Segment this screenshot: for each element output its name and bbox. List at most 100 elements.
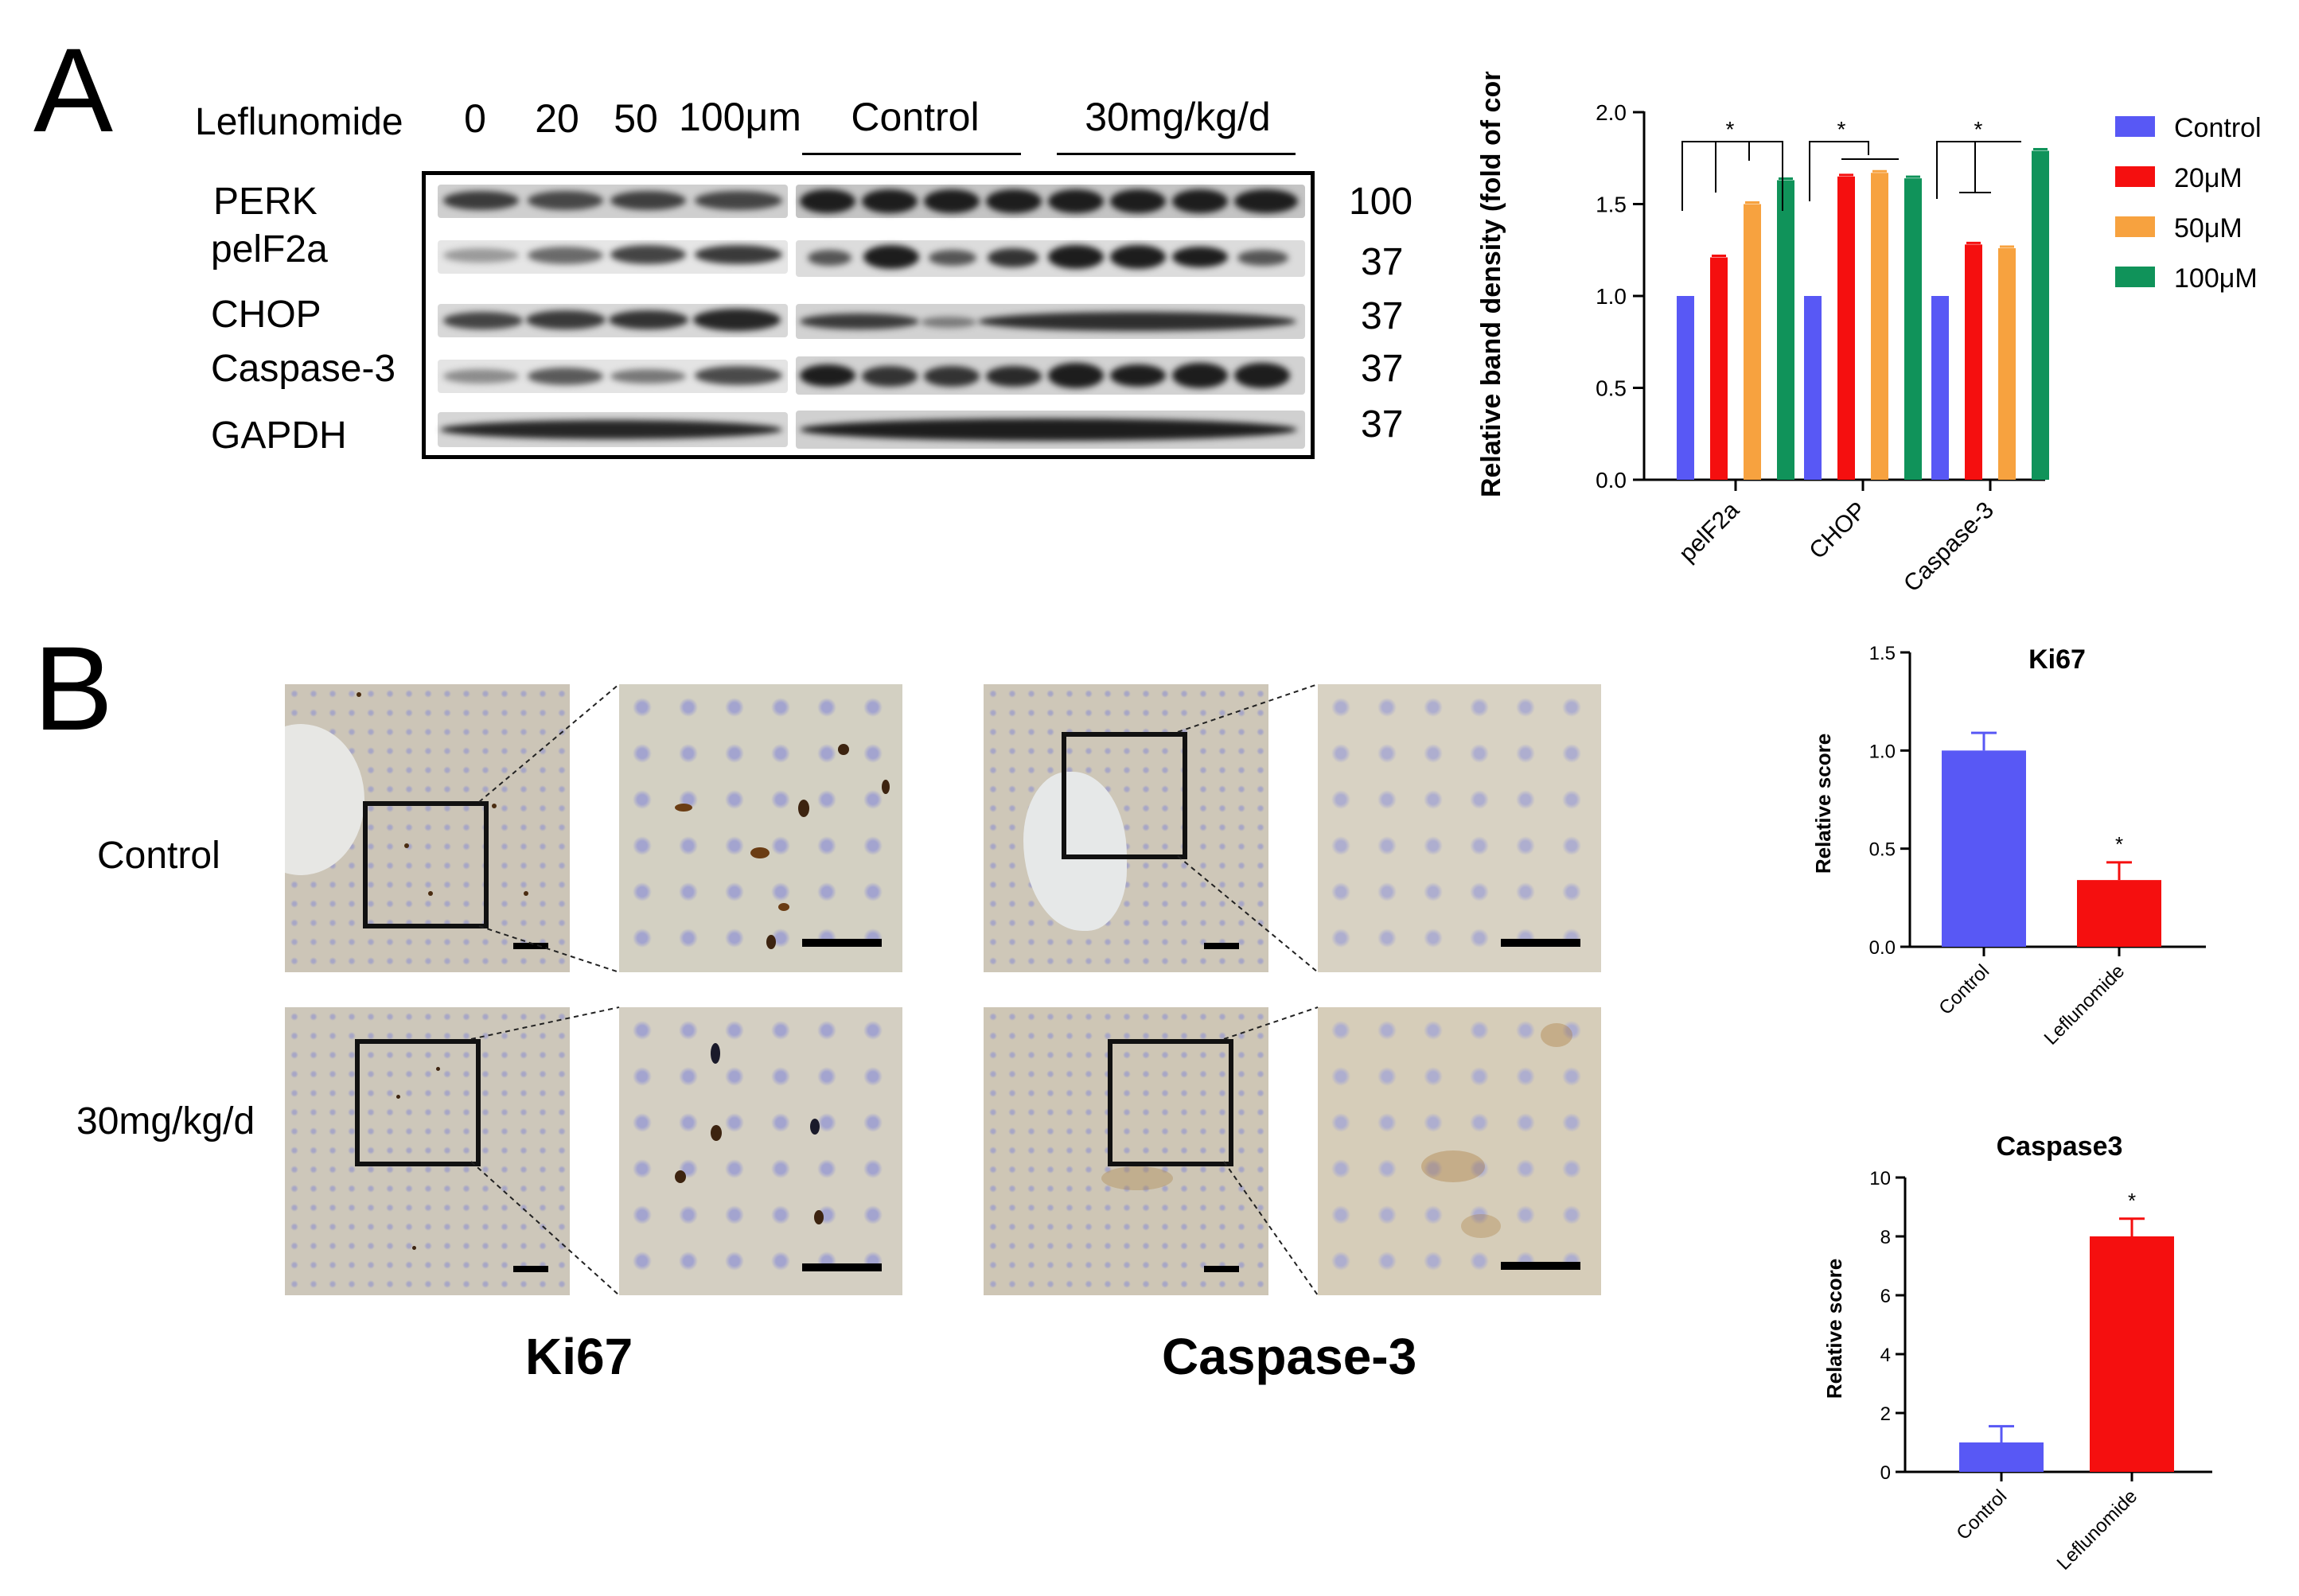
chart-a-bar [1777,180,1794,480]
sig-bracket-caspase3 [1936,141,2021,199]
chart-a-bar [2032,150,2049,480]
ki67-control-overview [285,684,570,972]
scale-bar [802,939,882,947]
caption-caspase3: Caspase-3 [1162,1328,1417,1385]
ytick-label: 6 [1880,1286,1891,1307]
chart-a-bar [1998,247,2016,480]
western-blot-bands [426,175,1311,455]
scale-bar [513,943,548,949]
chart-a-ytick-label: 2.0 [1596,100,1627,125]
scale-bar [513,1266,548,1272]
chart-ki67-ylabel: Relative score [1811,734,1835,874]
protein-label-chop: CHOP [211,294,321,336]
row-label-control: Control [97,835,220,877]
lane-label-20: 20 [535,96,579,141]
protein-label-caspase3: Caspase-3 [211,348,396,390]
chart-caspase3-ylabel: Relative score [1822,1259,1846,1399]
ytick-label: 10 [1869,1168,1891,1189]
ytick-label: 0.5 [1869,839,1896,861]
sig-star-peif2a: * [1726,117,1735,142]
panel-a-letter: A [33,23,114,157]
panel-b-letter: B [33,621,114,755]
sig-bracket-chop [1809,141,1869,201]
caspase3-control-overview [984,684,1268,972]
chart-caspase3-score: Caspase3 Relative score 0 2 4 6 8 10 * Contro… [1822,1131,2212,1575]
ki67-30mg-overview [285,1007,570,1295]
ytick-label: 4 [1880,1345,1891,1366]
ytick-label: 1.5 [1869,643,1896,664]
legend-label: 100μM [2174,263,2258,294]
lane-label-100: 100μm [679,95,801,139]
significance-star: * [2115,832,2123,856]
zoom-box [355,1039,481,1166]
ytick-label: 0.0 [1869,937,1896,959]
xtick-label: Control [1935,960,1993,1019]
chart-a-bar [1710,257,1728,480]
score-bar [1942,750,2026,947]
significance-star: * [2128,1189,2136,1213]
chart-a-bar [1837,176,1855,480]
legend-swatch [2115,166,2155,187]
xtick-label: Leflunomide [2040,960,2129,1049]
mw-gapdh: 37 [1361,403,1404,446]
group-label-30mg: 30mg/kg/d [1085,95,1271,139]
chart-a-bar [1744,204,1761,480]
ki67-30mg-zoom [619,1007,902,1295]
group-underline-30mg [1057,153,1296,155]
chart-a-ytick-label: 1.0 [1596,284,1627,309]
western-blot [422,171,1315,459]
chart-band-density: Relative band density (fold of control) … [1476,72,2262,598]
score-bar [1959,1442,2044,1472]
zoom-box [363,801,489,928]
score-bar [2077,880,2161,947]
chart-a-ytick-label: 1.5 [1596,193,1627,217]
treatment-label: Leflunomide [195,101,403,143]
chart-ki67-score: Ki67 Relative score 0.0 0.5 1.0 1.5 * Contr… [1811,643,2206,1049]
zoom-box [1108,1039,1233,1166]
xtick-label: Leflunomide [2053,1485,2142,1575]
mw-perk: 100 [1349,181,1413,223]
row-label-30mg: 30mg/kg/d [76,1100,255,1143]
chart-a-bar [1965,244,1982,480]
legend-label: 20μM [2174,163,2242,193]
sig-bracket-peif2a [1681,141,1783,211]
scale-bar [1204,943,1239,949]
legend-swatch [2115,216,2155,237]
mw-peif2a: 37 [1361,241,1404,283]
chart-a-bar [1871,173,1888,480]
caspase3-30mg-overview [984,1007,1268,1295]
mw-chop: 37 [1361,295,1404,337]
legend-swatch [2115,267,2155,287]
sig-star-chop: * [1837,117,1846,142]
mw-caspase3: 37 [1361,348,1404,390]
chart-a-bar [1677,296,1694,480]
zoom-box [1062,732,1187,859]
legend-label: Control [2174,113,2262,143]
protein-label-peif2a: pelF2a [211,228,328,271]
group-underline-control [802,153,1021,155]
ytick-label: 0 [1880,1462,1891,1484]
chart-ki67-title: Ki67 [2028,644,2086,675]
lane-label-50: 50 [614,96,658,141]
ki67-control-zoom [619,684,902,972]
protein-label-gapdh: GAPDH [211,415,347,457]
scale-bar [1501,1262,1580,1270]
caspase3-30mg-zoom [1318,1007,1601,1295]
chart-a-ytick-label: 0.0 [1596,468,1627,492]
caption-ki67: Ki67 [525,1328,633,1385]
ytick-label: 8 [1880,1227,1891,1248]
protein-label-perk: PERK [213,181,318,223]
legend-label: 50μM [2174,213,2242,243]
caspase3-control-zoom [1318,684,1601,972]
ytick-label: 2 [1880,1403,1891,1425]
sig-star-caspase3: * [1974,117,1983,142]
legend-swatch [2115,116,2155,137]
ytick-label: 1.0 [1869,741,1896,762]
xtick-label: Control [1952,1485,2011,1544]
chart-a-ytick-label: 0.5 [1596,376,1627,401]
group-label-control: Control [851,95,980,139]
scale-bar [1501,939,1580,947]
score-bar [2090,1236,2174,1472]
chart-a-bar [1804,296,1822,480]
